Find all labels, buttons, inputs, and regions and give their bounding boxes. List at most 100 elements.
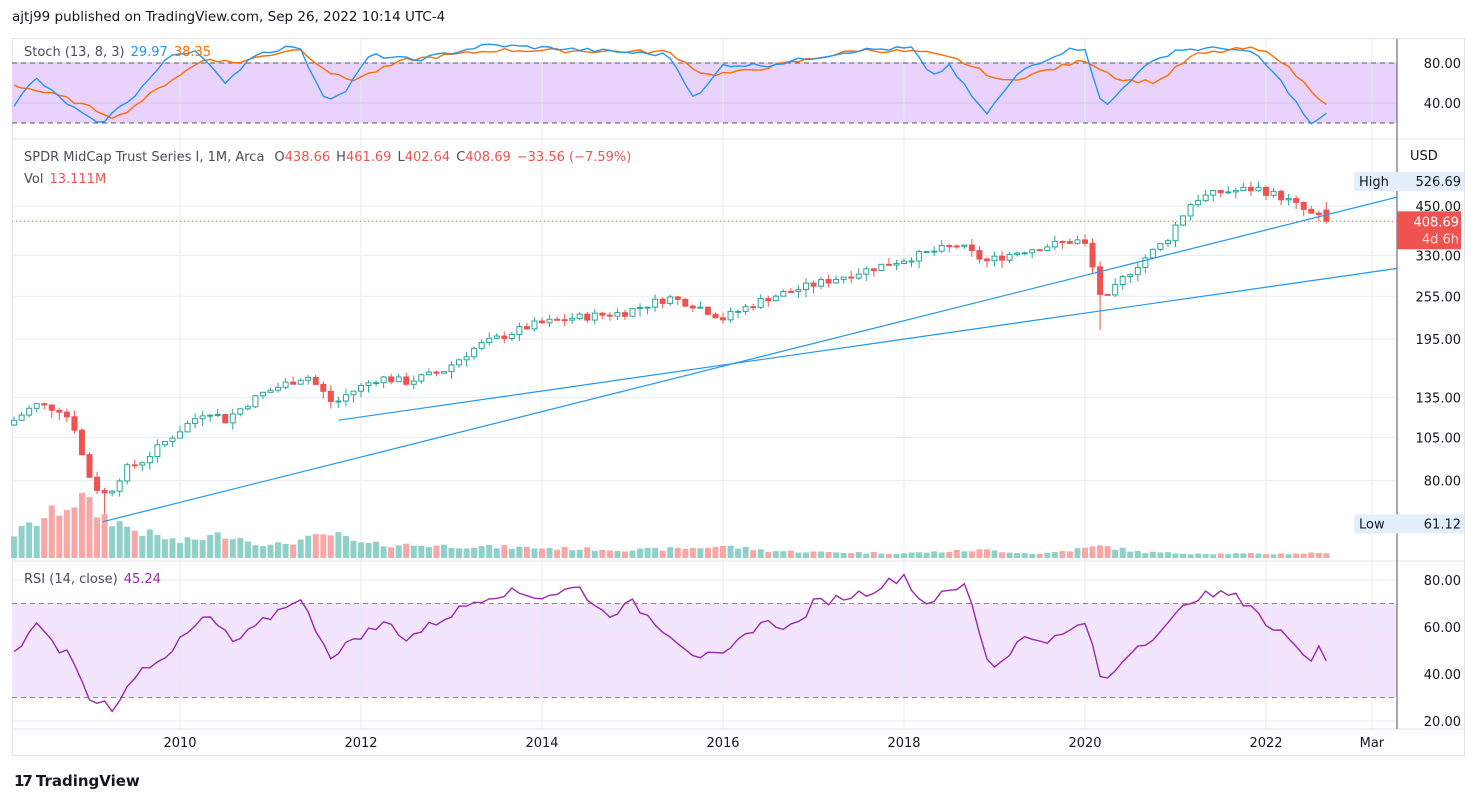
volume-bar — [901, 553, 907, 558]
volume-bar — [689, 547, 696, 558]
candle-body — [584, 313, 591, 321]
low-label: L — [397, 150, 405, 165]
candle-body — [335, 400, 342, 403]
candle-body — [1089, 242, 1096, 268]
volume-bar — [410, 545, 417, 558]
volume-bar — [275, 542, 282, 558]
candle-body — [885, 263, 892, 266]
volume-bar — [1112, 549, 1119, 558]
volume-bar — [735, 548, 742, 558]
candle-body — [78, 429, 85, 456]
volume-bar — [229, 539, 236, 558]
volume-bar — [380, 546, 387, 558]
candle-body — [109, 490, 116, 494]
volume-bar — [199, 539, 206, 558]
candle-body — [546, 318, 553, 324]
volume-bar — [78, 492, 85, 558]
candle-body — [154, 444, 161, 458]
candle-body — [893, 262, 900, 266]
volume-bar — [1210, 554, 1217, 558]
volume-bar — [312, 534, 319, 558]
candle-body — [742, 306, 749, 312]
volume-bar — [486, 544, 493, 558]
candle-body — [735, 310, 742, 313]
candle-body — [305, 376, 312, 381]
volume-bar — [463, 548, 470, 558]
volume-bar — [456, 548, 463, 558]
volume-bar — [1157, 552, 1164, 558]
volume-bar — [94, 517, 101, 558]
candle-body — [403, 376, 410, 385]
volume-bar — [1225, 554, 1232, 558]
rsi-legend: RSI (14, close) 45.24 — [24, 572, 167, 587]
candle-body — [1082, 239, 1088, 244]
stoch-band — [12, 63, 1397, 123]
candle-body — [471, 347, 478, 358]
candle-body — [818, 279, 825, 287]
volume-bar — [523, 546, 530, 558]
candle-body — [229, 413, 236, 424]
volume-bar — [757, 549, 764, 558]
volume-bar — [1293, 553, 1300, 558]
candle-body — [961, 244, 968, 247]
time-tick-label: Mar — [1360, 736, 1385, 751]
candle-body — [18, 414, 25, 421]
candle-body — [237, 408, 244, 415]
volume-bar — [1315, 553, 1322, 558]
candle-body — [878, 263, 885, 272]
stoch-label: Stoch (13, 8, 3) — [24, 45, 125, 60]
volume-bar — [1247, 553, 1254, 558]
candle-body — [953, 245, 960, 248]
candle-body — [863, 268, 870, 275]
candle-body — [531, 320, 538, 330]
candle-body — [94, 476, 101, 491]
candle-body — [365, 382, 372, 386]
stoch-tick-label: 80.00 — [1424, 57, 1461, 72]
candle-body — [244, 406, 251, 410]
volume-bar — [425, 547, 432, 558]
candle-body — [448, 364, 455, 373]
candle-body — [1127, 274, 1134, 278]
candle-body — [825, 279, 832, 284]
volume-bar — [169, 538, 176, 558]
candle-body — [101, 489, 108, 494]
volume-bar — [1180, 553, 1187, 558]
volume-bar — [418, 545, 425, 558]
volume-bar — [403, 543, 410, 558]
volume-bar — [569, 550, 576, 558]
candle-body — [184, 422, 191, 433]
candle-body — [508, 333, 515, 339]
high-value: 461.69 — [345, 150, 392, 165]
candle-body — [1217, 190, 1224, 194]
candle-body — [727, 311, 734, 321]
volume-bar — [629, 550, 636, 558]
volume-bar — [765, 552, 772, 558]
candle-body — [1119, 276, 1126, 285]
candle-body — [765, 298, 772, 302]
volume-bar — [478, 546, 485, 558]
rsi-tick-label: 40.00 — [1424, 668, 1461, 683]
candle-body — [569, 317, 576, 321]
time-tick-label: 2020 — [1068, 736, 1101, 751]
time-tick-label: 2018 — [887, 736, 920, 751]
tradingview-logo[interactable]: 17 TradingView — [14, 772, 140, 790]
candle-body — [1202, 194, 1209, 202]
candle-body — [757, 298, 764, 308]
price-tick-label: 135.00 — [1416, 391, 1462, 406]
volume-bar — [433, 545, 440, 558]
rsi-tick-label: 80.00 — [1424, 574, 1461, 589]
candle-body — [1142, 257, 1149, 268]
candle-body — [63, 411, 70, 418]
close-value: 408.69 — [465, 150, 511, 165]
volume-bar — [1300, 553, 1307, 558]
candle-body — [1029, 249, 1036, 254]
volume-bar — [561, 546, 568, 558]
rsi-tick-label: 20.00 — [1424, 715, 1461, 730]
volume-bar — [893, 553, 900, 558]
candle-body — [561, 319, 568, 322]
volume-bar — [11, 536, 18, 558]
candle-body — [192, 418, 199, 424]
candle-body — [267, 389, 274, 393]
volume-bar — [116, 521, 123, 558]
